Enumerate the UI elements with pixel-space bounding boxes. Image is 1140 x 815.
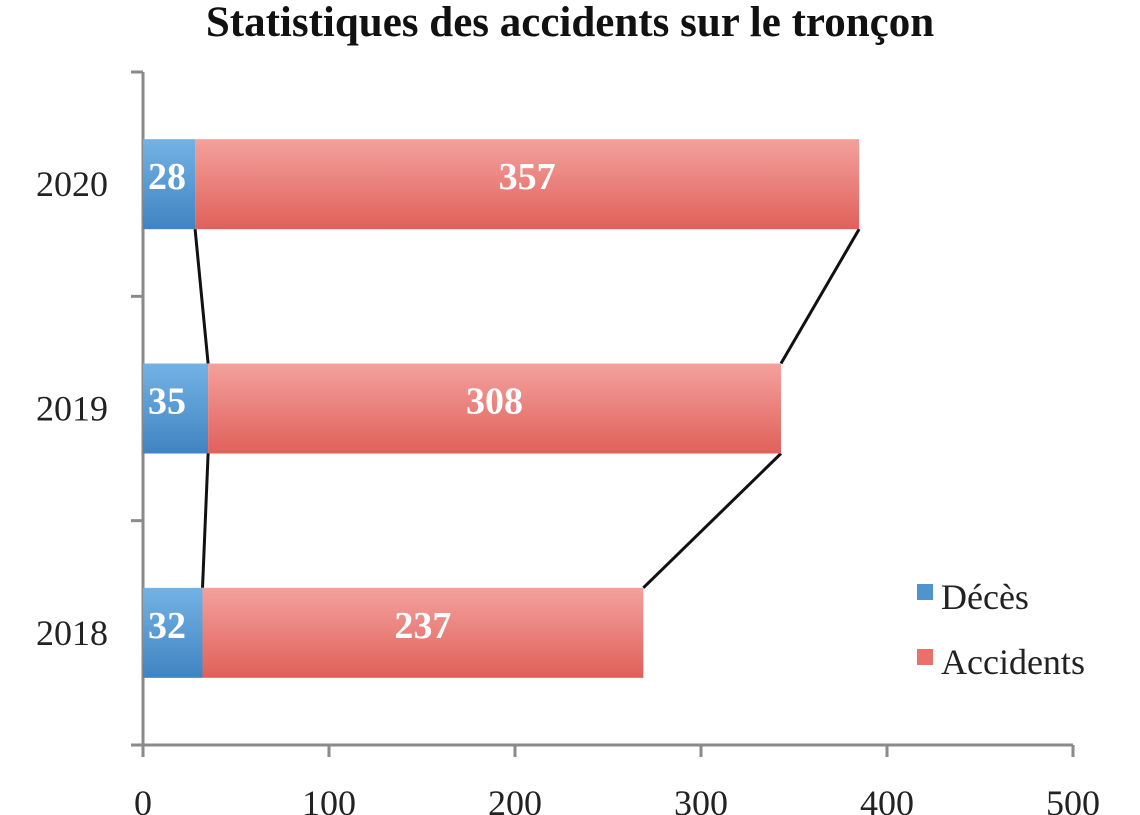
data-label-décès-2018: 32: [148, 605, 186, 647]
series-line-accidents: [642, 452, 783, 589]
x-tick-label: 300: [674, 783, 728, 815]
data-label-accidents-2020: 357: [499, 156, 556, 198]
bar-décès-2019: [143, 363, 209, 454]
category-label-2018: 2018: [36, 613, 108, 653]
legend: Décès Accidents: [917, 577, 1085, 682]
category-label-2020: 2020: [36, 164, 108, 204]
data-label-accidents-2019: 308: [466, 381, 523, 423]
bars: [143, 139, 860, 678]
legend-label-accidents: Accidents: [941, 642, 1085, 682]
x-tick-labels: 0 100 200 300 400 500: [134, 783, 1100, 815]
bar-décès-2018: [143, 587, 203, 678]
data-label-décès-2019: 35: [148, 381, 186, 423]
x-tick-label: 100: [302, 783, 356, 815]
category-labels: 2020 2019 2018: [36, 164, 108, 653]
data-label-accidents-2018: 237: [394, 605, 451, 647]
series-line-accidents: [779, 228, 861, 365]
chart-title: Statistiques des accidents sur le tronço…: [206, 0, 934, 46]
bar-labels: 28 357 35 308 32 237: [148, 156, 556, 647]
x-tick-label: 0: [134, 783, 152, 815]
bar-accidents-2018: [202, 587, 644, 678]
bar-accidents-2019: [208, 363, 781, 454]
bar-accidents-2020: [195, 139, 860, 230]
x-tick-label: 400: [860, 783, 914, 815]
x-tick-label: 200: [488, 783, 542, 815]
series-line-décès: [193, 229, 210, 364]
legend-label-décès: Décès: [941, 577, 1029, 617]
bar-décès-2020: [143, 139, 196, 230]
series-lines: [193, 228, 861, 589]
legend-swatch-décès: [917, 584, 933, 600]
data-label-décès-2020: 28: [148, 156, 186, 198]
series-line-décès: [201, 453, 210, 588]
legend-swatch-accidents: [917, 649, 933, 665]
x-tick-label: 500: [1046, 783, 1100, 815]
category-label-2019: 2019: [36, 389, 108, 429]
